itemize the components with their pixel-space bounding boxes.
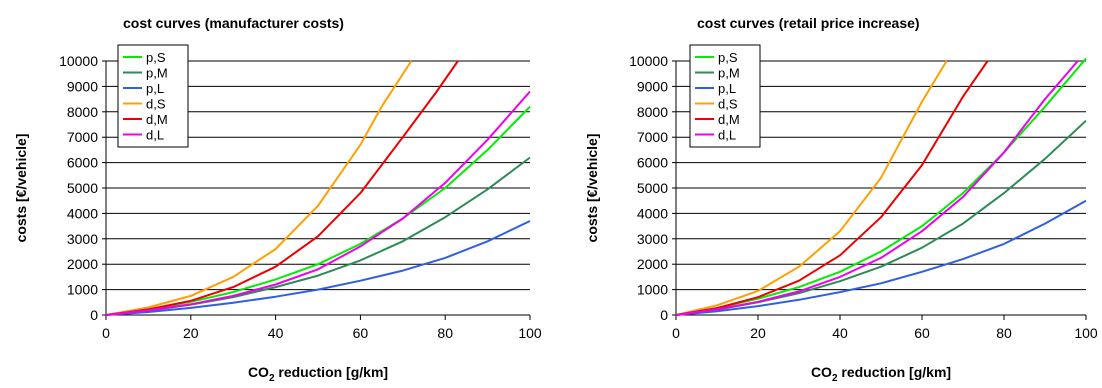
x-tick-label: 40	[268, 325, 284, 341]
legend-label: d,L	[718, 128, 736, 143]
series-line-d-S	[675, 60, 948, 316]
y-tick-label: 2000	[637, 256, 668, 272]
y-tick-label: 9000	[67, 78, 98, 94]
series-line-p-L	[105, 220, 531, 316]
legend-label: p,L	[718, 81, 736, 96]
legend: p,Sp,Mp,Ld,Sd,Md,L	[117, 44, 189, 148]
legend-label: d,S	[146, 97, 166, 112]
y-tick-label: 1000	[67, 282, 98, 298]
y-tick-label: 9000	[637, 78, 668, 94]
y-tick-label: 3000	[637, 231, 668, 247]
legend-box	[689, 44, 761, 148]
legend-label: d,M	[718, 112, 740, 127]
y-axis-title: costs [€/vehicle]	[584, 134, 600, 243]
y-tick-label: 0	[660, 307, 668, 323]
x-tick-label: 60	[914, 325, 930, 341]
legend-label: d,S	[718, 97, 738, 112]
chart-title: cost curves (retail price increase)	[697, 15, 920, 31]
y-tick-label: 5000	[637, 180, 668, 196]
y-tick-label: 10000	[629, 53, 668, 69]
x-tick-label: 20	[183, 325, 199, 341]
y-tick-label: 6000	[67, 155, 98, 171]
legend-label: d,L	[146, 128, 164, 143]
legend-label: p,M	[146, 66, 168, 81]
series-line-d-S	[105, 60, 413, 316]
y-tick-label: 10000	[59, 53, 98, 69]
legend-box	[117, 44, 189, 148]
y-tick-label: 0	[90, 307, 98, 323]
x-tick-label: 0	[672, 325, 680, 341]
x-tick-label: 40	[832, 325, 848, 341]
y-tick-label: 7000	[637, 129, 668, 145]
y-tick-label: 8000	[67, 104, 98, 120]
x-tick-label: 20	[750, 325, 766, 341]
series-line-d-L	[675, 60, 1079, 316]
legend-label: p,L	[146, 81, 164, 96]
y-tick-label: 1000	[637, 282, 668, 298]
x-tick-label: 100	[1074, 325, 1098, 341]
series-line-p-L	[675, 199, 1087, 316]
x-tick-label: 100	[518, 325, 542, 341]
legend-label: d,M	[146, 112, 168, 127]
x-axis-title: CO2 reduction [g/km]	[248, 364, 388, 383]
legend-label: p,M	[718, 66, 740, 81]
legend-label: p,S	[146, 50, 166, 65]
y-axis-title: costs [€/vehicle]	[13, 134, 29, 243]
y-tick-label: 2000	[67, 256, 98, 272]
x-tick-label: 60	[353, 325, 369, 341]
x-tick-label: 80	[996, 325, 1012, 341]
legend-label: p,S	[718, 50, 738, 65]
y-tick-label: 5000	[67, 180, 98, 196]
x-tick-label: 80	[437, 325, 453, 341]
y-tick-label: 4000	[637, 205, 668, 221]
y-tick-label: 8000	[637, 104, 668, 120]
chart-title: cost curves (manufacturer costs)	[123, 15, 344, 31]
x-tick-label: 0	[102, 325, 110, 341]
y-tick-label: 6000	[637, 155, 668, 171]
legend: p,Sp,Mp,Ld,Sd,Md,L	[689, 44, 761, 148]
chart-1: cost curves (manufacturer costs)01000200…	[13, 15, 542, 384]
y-tick-label: 4000	[67, 205, 98, 221]
y-tick-label: 3000	[67, 231, 98, 247]
series-line-d-L	[105, 90, 531, 316]
series-line-d-M	[675, 60, 989, 316]
series-line-d-M	[105, 60, 459, 316]
x-axis-title: CO2 reduction [g/km]	[811, 364, 951, 383]
chart-2: cost curves (retail price increase)01000…	[584, 15, 1098, 384]
y-tick-label: 7000	[67, 129, 98, 145]
